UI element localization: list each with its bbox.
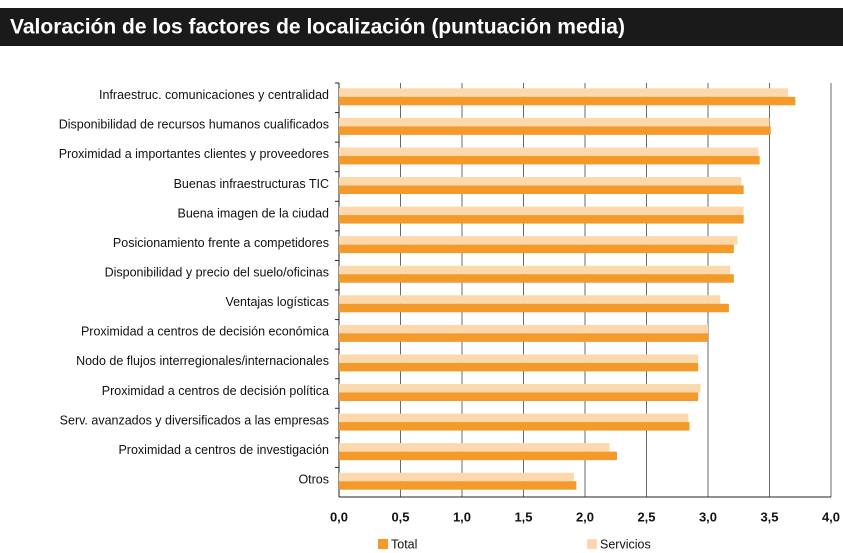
y-tick-label: Proximidad a centros de decisión polític… [102, 384, 329, 398]
bar [339, 451, 617, 461]
legend-label: Servicios [600, 537, 651, 551]
title-bar [0, 8, 843, 46]
x-tick-label: 0,5 [391, 509, 409, 524]
bar [339, 303, 729, 313]
y-tick-label: Nodo de flujos interregionales/internaci… [76, 354, 329, 368]
bar [339, 117, 770, 127]
bar [339, 96, 796, 106]
bar [339, 392, 699, 401]
y-tick-label: Buenas infraestructuras TIC [174, 177, 329, 191]
bar [339, 324, 708, 334]
y-tick-label: Buena imagen de la ciudad [177, 206, 329, 220]
x-tick-label: 3,5 [760, 509, 778, 524]
y-tick-label: Ventajas logísticas [225, 295, 329, 309]
y-tick-label: Otros [298, 473, 329, 487]
bar [339, 155, 760, 165]
x-tick-label: 0,0 [330, 509, 348, 524]
y-tick-label: Disponibilidad de recursos humanos cuali… [59, 118, 329, 132]
chart-title: Valoración de los factores de localizaci… [10, 16, 625, 39]
bar [339, 422, 690, 431]
bar [339, 481, 577, 490]
bar [339, 472, 574, 482]
y-tick-label: Proximidad a centros de decisión económi… [81, 325, 329, 339]
legend-label: Total [391, 537, 417, 551]
legend-swatch [378, 539, 388, 549]
bar [339, 362, 699, 372]
bar [339, 236, 738, 245]
y-tick-label: Proximidad a importantes clientes y prov… [59, 147, 329, 161]
x-tick-label: 2,0 [576, 509, 594, 524]
x-tick-label: 2,5 [637, 509, 655, 524]
bar [339, 206, 744, 216]
y-tick-label: Disponibilidad y precio del suelo/oficin… [105, 266, 329, 280]
x-tick-label: 4,0 [822, 509, 840, 524]
bar [339, 354, 699, 363]
x-tick-label: 3,0 [699, 509, 717, 524]
legend-swatch [587, 539, 597, 549]
bar [339, 295, 721, 304]
x-tick-label: 1,0 [453, 509, 471, 524]
bar [339, 384, 701, 393]
y-tick-label: Proximidad a centros de investigación [118, 443, 329, 457]
y-tick-label: Posicionamiento frente a competidores [113, 236, 329, 250]
bar [339, 443, 610, 452]
bar [339, 333, 708, 342]
y-tick-label: Serv. avanzados y diversificados a las e… [60, 413, 329, 427]
bar [339, 147, 759, 156]
bar [339, 265, 731, 275]
bar [339, 185, 744, 194]
bar [339, 177, 742, 186]
bar [339, 215, 744, 224]
bar [339, 88, 788, 97]
x-tick-label: 1,5 [514, 509, 532, 524]
bar [339, 413, 689, 423]
bar [339, 274, 734, 283]
y-tick-label: Infraestruc. comunicaciones y centralida… [99, 88, 329, 102]
bar [339, 244, 734, 254]
bar [339, 126, 771, 135]
